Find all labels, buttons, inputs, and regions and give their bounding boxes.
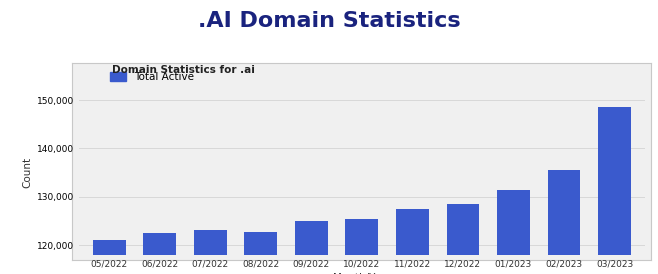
- Y-axis label: Count: Count: [22, 157, 33, 188]
- Text: .AI Domain Statistics: .AI Domain Statistics: [197, 11, 461, 31]
- Bar: [497, 190, 530, 274]
- Bar: [447, 204, 480, 274]
- Bar: [143, 233, 176, 274]
- Bar: [295, 221, 328, 274]
- Bar: [244, 232, 277, 274]
- X-axis label: Month/Year: Month/Year: [333, 273, 391, 274]
- Bar: [598, 107, 631, 274]
- Bar: [396, 209, 429, 274]
- Bar: [93, 240, 126, 274]
- Bar: [547, 170, 580, 274]
- Text: Domain Statistics for .ai: Domain Statistics for .ai: [112, 65, 255, 75]
- Bar: [194, 230, 227, 274]
- Bar: [345, 219, 378, 274]
- Legend: Total Active: Total Active: [111, 72, 195, 82]
